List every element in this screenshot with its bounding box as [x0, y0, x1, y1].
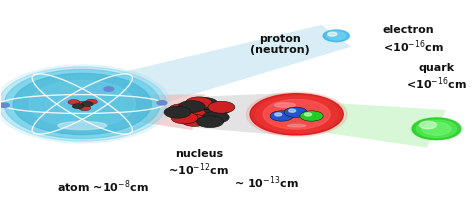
Circle shape [270, 111, 293, 121]
Circle shape [323, 30, 349, 42]
Circle shape [79, 105, 91, 111]
Text: electron
<10$^{-16}$cm: electron <10$^{-16}$cm [383, 26, 444, 55]
Circle shape [185, 106, 212, 118]
Polygon shape [79, 94, 205, 130]
Circle shape [171, 112, 198, 124]
Polygon shape [290, 101, 447, 148]
Circle shape [157, 101, 167, 105]
Text: nucleus
~10$^{-12}$cm: nucleus ~10$^{-12}$cm [168, 149, 229, 178]
Circle shape [204, 103, 231, 115]
Circle shape [86, 99, 97, 104]
Circle shape [246, 92, 347, 137]
Circle shape [0, 103, 9, 107]
Circle shape [0, 65, 171, 143]
Circle shape [181, 114, 208, 126]
Circle shape [305, 113, 311, 116]
Circle shape [0, 67, 166, 141]
Text: ~ 10$^{-13}$cm: ~ 10$^{-13}$cm [234, 174, 299, 191]
Circle shape [422, 122, 451, 135]
Circle shape [289, 109, 296, 112]
Ellipse shape [287, 124, 306, 127]
Circle shape [328, 32, 337, 36]
Text: proton
(neutron): proton (neutron) [250, 34, 310, 55]
Circle shape [412, 118, 461, 140]
Circle shape [77, 102, 88, 106]
Circle shape [419, 121, 437, 129]
Circle shape [76, 101, 88, 107]
Circle shape [250, 94, 343, 135]
Circle shape [284, 107, 307, 118]
Ellipse shape [58, 121, 107, 130]
Circle shape [197, 116, 224, 128]
Circle shape [185, 97, 212, 109]
Circle shape [164, 106, 191, 118]
Circle shape [13, 73, 151, 135]
Ellipse shape [58, 122, 107, 129]
Circle shape [168, 104, 195, 116]
Circle shape [104, 87, 114, 91]
Circle shape [300, 111, 323, 121]
Circle shape [4, 69, 160, 139]
Circle shape [178, 101, 205, 113]
Circle shape [327, 32, 346, 40]
Circle shape [417, 120, 456, 138]
Circle shape [29, 80, 136, 128]
Polygon shape [59, 25, 351, 121]
Circle shape [263, 99, 330, 129]
Ellipse shape [274, 103, 295, 107]
Circle shape [202, 111, 229, 123]
Circle shape [68, 99, 80, 105]
Text: quark
<10$^{-16}$cm: quark <10$^{-16}$cm [406, 63, 467, 92]
Circle shape [208, 101, 235, 113]
Circle shape [82, 101, 93, 107]
Text: atom ~10$^{-8}$cm: atom ~10$^{-8}$cm [56, 178, 148, 195]
Circle shape [191, 98, 218, 109]
Circle shape [275, 113, 282, 116]
Circle shape [72, 104, 84, 109]
Circle shape [411, 118, 462, 140]
Polygon shape [197, 93, 299, 136]
Circle shape [255, 96, 337, 132]
